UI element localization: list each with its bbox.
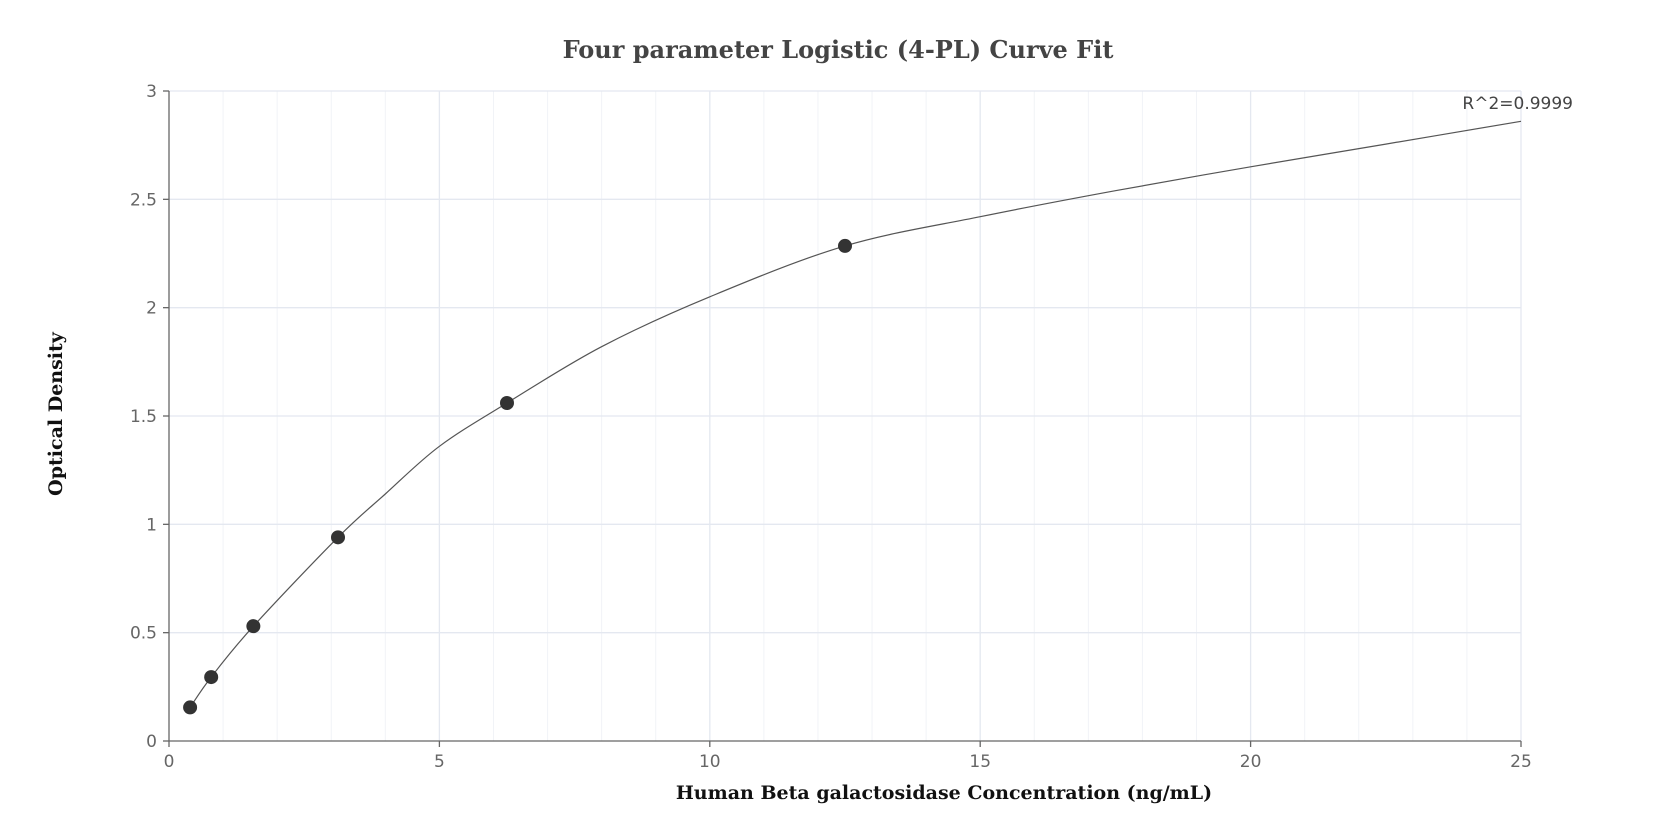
data-point (204, 670, 219, 685)
y-tick-label: 1.5 (130, 407, 157, 427)
x-tick-label: 15 (969, 752, 991, 772)
y-tick-label: 2.5 (130, 190, 157, 210)
axes (163, 90, 1522, 747)
fit-curve (189, 120, 1522, 708)
y-tick-label: 1 (146, 515, 157, 535)
x-axis-label: Human Beta galactosidase Concentration (… (676, 782, 1212, 804)
y-axis-label: Optical Density (45, 331, 67, 496)
data-point (331, 530, 345, 545)
r-squared-annotation: R^2=0.9999 (1462, 94, 1573, 114)
x-tick-label: 20 (1240, 752, 1262, 772)
y-tick-label: 0.5 (130, 624, 157, 644)
data-point (246, 619, 261, 634)
data-point (838, 238, 852, 253)
data-points (183, 238, 852, 715)
y-tick-label: 2 (146, 299, 157, 319)
data-point (500, 396, 514, 410)
x-tick-label: 25 (1510, 752, 1532, 772)
data-point (183, 700, 198, 715)
fit-curve-layer (189, 120, 1522, 708)
y-tick-label: 3 (146, 82, 157, 102)
x-tick-label: 10 (699, 752, 721, 772)
major-grid (169, 90, 1522, 741)
x-tick-label: 0 (164, 752, 175, 772)
chart-title: Four parameter Logistic (4-PL) Curve Fit (563, 35, 1114, 64)
tick-labels: 0 5 10 15 20 25 0 0.5 1 1.5 2 2.5 3 (130, 82, 1532, 772)
x-tick-label: 5 (434, 752, 445, 772)
y-tick-label: 0 (146, 732, 157, 752)
